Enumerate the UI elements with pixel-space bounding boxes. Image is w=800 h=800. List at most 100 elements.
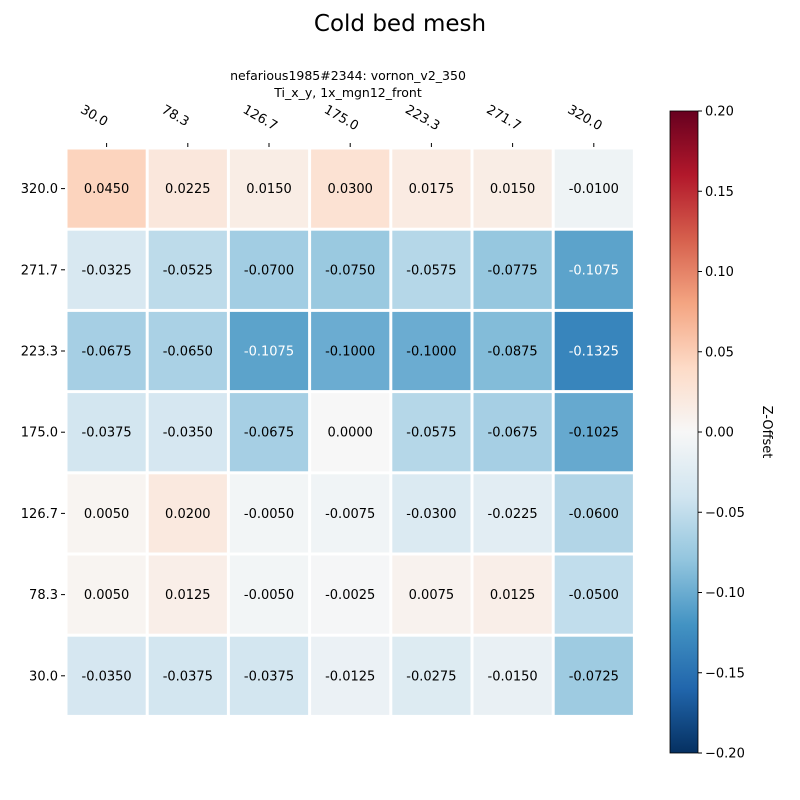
- cell-value-label: -0.1075: [244, 345, 294, 360]
- heatmap-cell: [148, 230, 227, 309]
- heatmap-cell: [67, 474, 146, 553]
- cell-value-label: -0.0575: [406, 263, 456, 278]
- heatmap-cell: [148, 474, 227, 553]
- cell-value-label: -0.0275: [406, 669, 456, 684]
- cell-value-label: -0.0325: [82, 263, 132, 278]
- heatmap-cell: [148, 393, 227, 472]
- heatmap-cell: [229, 474, 309, 553]
- y-tick-label: 30.0: [29, 669, 58, 684]
- heatmap-cell: [554, 636, 633, 715]
- heatmap-cell: [473, 555, 552, 634]
- heatmap-cell: [392, 230, 471, 309]
- x-tick-label: 78.3: [159, 102, 192, 129]
- cell-value-label: 0.0225: [165, 182, 211, 197]
- x-tick-label: 126.7: [240, 102, 280, 134]
- cell-value-label: -0.0675: [488, 426, 538, 441]
- cell-value-label: 0.0150: [246, 182, 292, 197]
- cell-value-label: 0.0000: [327, 426, 373, 441]
- cell-value-label: -0.0225: [488, 507, 538, 522]
- x-tick-label: 175.0: [321, 102, 361, 134]
- cell-value-label: 0.0075: [409, 588, 455, 603]
- heatmap-cell: [554, 311, 633, 391]
- cell-value-label: -0.0300: [406, 507, 456, 522]
- heatmap-cell: [554, 555, 633, 634]
- y-tick-label: 175.0: [21, 426, 58, 441]
- cell-value-label: -0.0700: [244, 263, 294, 278]
- y-tick-label: 126.7: [21, 507, 58, 522]
- cell-value-label: -0.0775: [488, 263, 538, 278]
- cell-value-label: -0.0375: [163, 669, 213, 684]
- colorbar-label: Z-Offset: [759, 406, 774, 459]
- cell-value-label: 0.0050: [84, 507, 130, 522]
- cell-value-label: -0.1325: [569, 345, 619, 360]
- heatmap-cell: [473, 311, 552, 391]
- colorbar-gradient: [669, 110, 699, 754]
- heatmap-cell: [67, 230, 146, 309]
- cell-value-label: -0.0875: [488, 345, 538, 360]
- cell-value-label: -0.0600: [569, 507, 619, 522]
- heatmap-cell: [554, 230, 633, 309]
- heatmap-cell: [311, 474, 390, 553]
- heatmap-cell: [311, 555, 390, 634]
- heatmap-cell: [392, 636, 471, 715]
- heatmap-cell: [554, 474, 633, 553]
- cell-value-label: -0.0075: [325, 507, 375, 522]
- heatmap-cell: [392, 311, 471, 391]
- heatmap-cell: [229, 230, 309, 309]
- heatmap-cell: [311, 636, 390, 715]
- colorbar-tick-label: 0.20: [705, 105, 734, 120]
- cell-value-label: 0.0450: [84, 182, 130, 197]
- cell-value-label: -0.0375: [244, 669, 294, 684]
- cell-value-label: -0.0375: [82, 426, 132, 441]
- chart-subtitle-line-2: Ti_x_y, 1x_mgn12_front: [274, 85, 422, 100]
- cell-value-label: -0.1000: [325, 345, 375, 360]
- heatmap-cell: [148, 636, 227, 715]
- colorbar-tick-label: 0.05: [705, 345, 734, 360]
- cell-value-label: -0.1075: [569, 263, 619, 278]
- cell-value-label: 0.0150: [490, 182, 536, 197]
- y-tick-label: 78.3: [29, 588, 58, 603]
- colorbar-tick-label: 0.10: [705, 265, 734, 280]
- heatmap-cell: [67, 311, 146, 391]
- cell-value-label: 0.0125: [490, 588, 536, 603]
- y-tick-label: 271.7: [21, 263, 58, 278]
- cell-value-label: -0.0350: [82, 669, 132, 684]
- heatmap-cell: [229, 311, 309, 391]
- cell-value-label: 0.0125: [165, 588, 211, 603]
- heatmap-cell: [473, 636, 552, 715]
- cell-value-label: 0.0050: [84, 588, 130, 603]
- cell-value-label: -0.0125: [325, 669, 375, 684]
- heatmap-cell: [392, 149, 471, 228]
- chart-subtitle-line-1: nefarious1985#2344: vornon_v2_350: [230, 68, 466, 83]
- heatmap-cell: [229, 393, 309, 472]
- heatmap-cell: [67, 149, 146, 228]
- colorbar-tick-label: −0.15: [705, 666, 745, 681]
- chart-title: Cold bed mesh: [313, 11, 487, 37]
- heatmap-cell: [311, 393, 390, 472]
- heatmap-cell: [473, 149, 552, 228]
- cell-value-label: -0.0525: [163, 263, 213, 278]
- colorbar: −0.20 −0.15 −0.10 −0.05 0.00 0.05 0.10 0.15 0.20…: [669, 105, 774, 762]
- cell-value-label: -0.0100: [569, 182, 619, 197]
- heatmap-cell: [311, 311, 390, 391]
- heatmap-cell: [229, 555, 309, 634]
- heatmap-cell: [473, 230, 552, 309]
- cell-value-label: -0.0500: [569, 588, 619, 603]
- x-tick-label: 30.0: [78, 102, 111, 129]
- x-tick-label: 320.0: [565, 102, 605, 134]
- heatmap-cell: [229, 149, 309, 228]
- heatmap-cell: [67, 636, 146, 715]
- colorbar-tick-label: −0.05: [705, 506, 745, 521]
- y-tick-label: 320.0: [21, 182, 58, 197]
- colorbar-tick-label: 0.15: [705, 185, 734, 200]
- heatmap-cell: [392, 555, 471, 634]
- cell-value-label: -0.0725: [569, 669, 619, 684]
- cell-value-label: -0.0050: [244, 507, 294, 522]
- heatmap-cell: [229, 636, 309, 715]
- y-tick-label: 223.3: [21, 345, 58, 360]
- colorbar-tick-label: −0.20: [705, 747, 745, 762]
- heatmap-cell: [392, 393, 471, 472]
- heatmap-cell: [148, 311, 227, 391]
